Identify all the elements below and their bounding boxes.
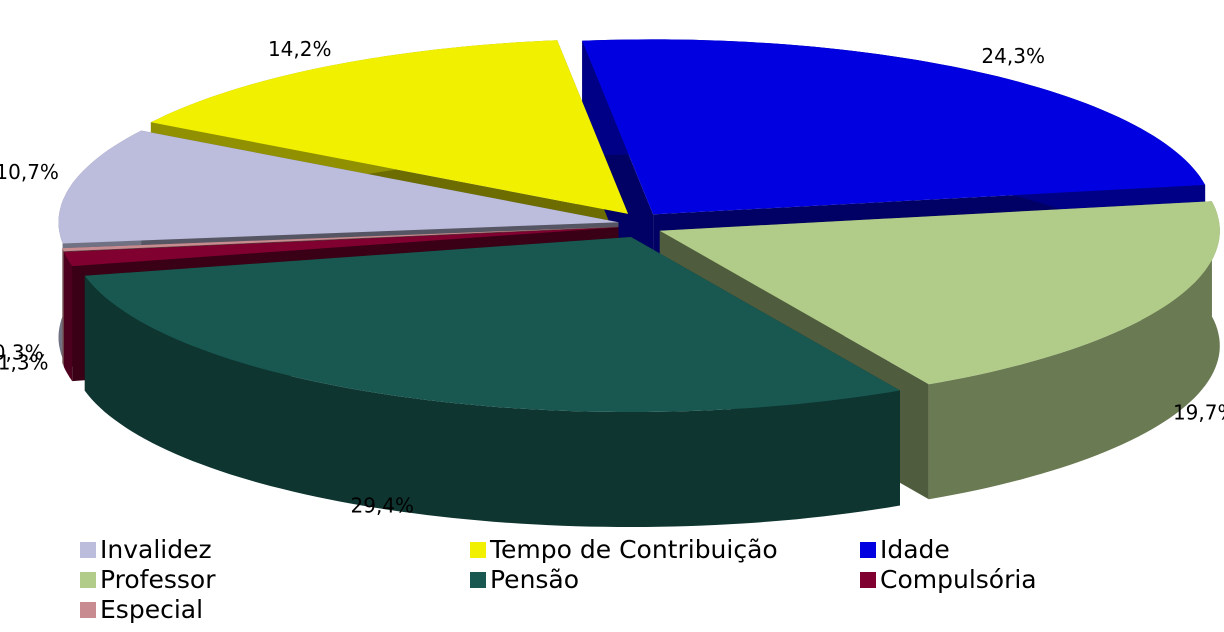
slice [659, 201, 1220, 385]
data-label: 19,7% [1173, 400, 1224, 424]
slice [582, 39, 1206, 215]
legend-swatch [860, 542, 876, 558]
slice [63, 227, 619, 267]
data-label: 14,2% [268, 37, 332, 61]
legend-swatch [80, 542, 96, 558]
data-label: 0,3% [0, 341, 44, 365]
legend-label: Tempo de Contribuição [489, 535, 778, 564]
legend-swatch [860, 572, 876, 588]
slice [150, 40, 629, 214]
data-label: 29,4% [351, 494, 415, 518]
slice-wall [63, 252, 73, 382]
slice [84, 237, 901, 412]
legend-label: Professor [100, 565, 216, 594]
slice [58, 130, 619, 244]
legend-label: Idade [880, 535, 950, 564]
legend-label: Compulsória [880, 565, 1037, 594]
data-label: 10,7% [0, 160, 59, 184]
legend-label: Especial [100, 595, 203, 624]
legend-swatch [80, 602, 96, 618]
legend-swatch [470, 572, 486, 588]
data-label: 1,3% [0, 350, 49, 374]
legend-swatch [80, 572, 96, 588]
legend-label: Pensão [490, 565, 579, 594]
slice-wall [62, 248, 64, 367]
data-label: 24,3% [981, 44, 1045, 68]
legend-label: Invalidez [100, 535, 212, 564]
slice [62, 226, 619, 252]
slice-wall [84, 275, 901, 527]
slice-wall [928, 201, 1220, 500]
legend-swatch [470, 542, 486, 558]
